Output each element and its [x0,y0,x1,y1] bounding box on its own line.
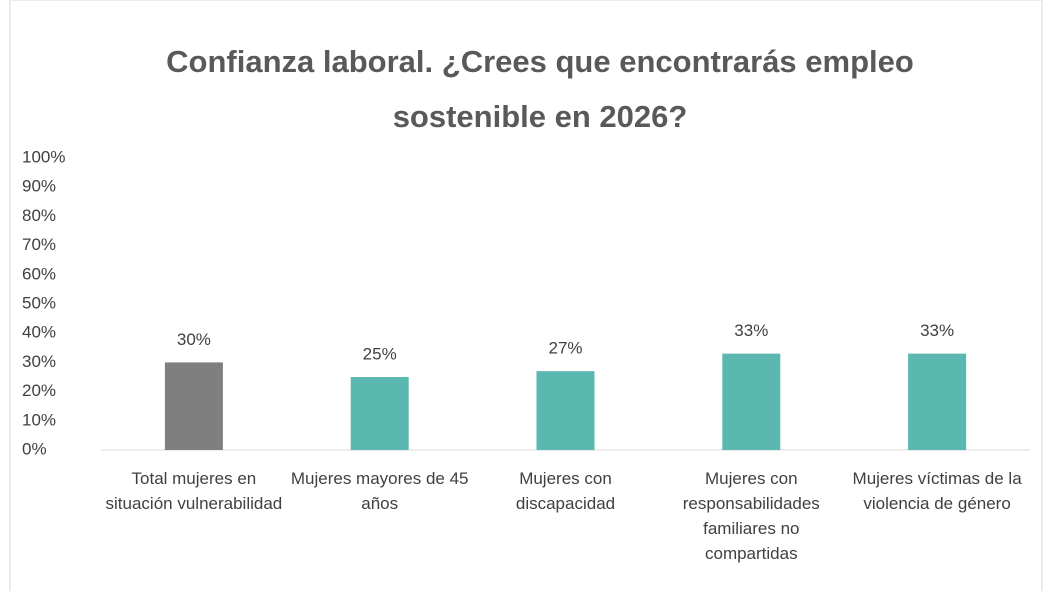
bar [164,362,223,450]
bar [908,353,967,450]
y-tick-label: 100% [22,147,65,166]
data-label: 27% [548,339,582,358]
y-tick-label: 80% [22,206,56,225]
bar [536,371,595,450]
y-tick-label: 60% [22,264,56,283]
y-tick-label: 20% [22,381,56,400]
x-tick-label: Mujeres con discapacidad [515,469,616,513]
data-label: 33% [734,321,768,340]
frame [9,0,1043,591]
chart-title: Confianza laboral. ¿Crees que encontrará… [166,44,914,134]
bar [350,377,409,450]
x-tick-label: Total mujeres en situación vulnerabilida… [105,469,283,513]
x-tick-label: Mujeres con responsabilidades familiares… [682,469,820,563]
bar [722,353,781,450]
y-tick-label: 70% [22,235,56,254]
x-tick-label: Mujeres mayores de 45 años [290,469,469,513]
y-tick-label: 10% [22,410,56,429]
y-tick-label: 50% [22,293,56,312]
data-label: 25% [363,344,397,363]
x-tick-label: Mujeres víctimas de la violencia de géne… [852,469,1022,513]
data-label: 33% [920,321,954,340]
y-tick-label: 90% [22,177,56,196]
data-label: 30% [177,330,211,349]
y-tick-label: 0% [22,439,47,458]
y-tick-label: 30% [22,352,56,371]
y-tick-label: 40% [22,323,56,342]
